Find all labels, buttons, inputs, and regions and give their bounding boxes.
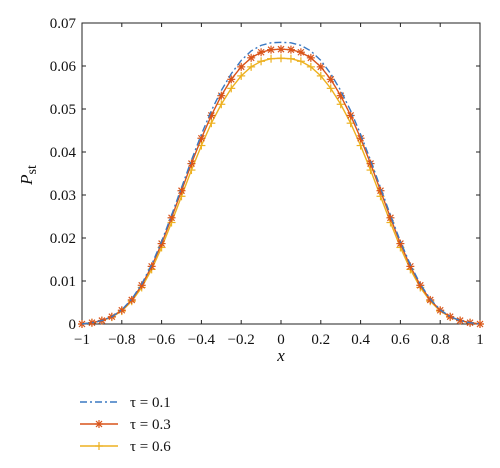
legend-label: τ = 0.3 bbox=[130, 417, 171, 433]
x-tick-label: −0.8 bbox=[108, 332, 135, 348]
series-3-point bbox=[277, 54, 285, 63]
x-tick-label: −0.6 bbox=[148, 332, 176, 348]
series-2-point bbox=[237, 62, 246, 71]
legend: τ = 0.1 τ = 0.3 τ = 0.6 bbox=[80, 395, 171, 455]
x-tick-label: 0.6 bbox=[391, 332, 410, 348]
series-2-point bbox=[267, 45, 276, 54]
legend-label: τ = 0.1 bbox=[130, 395, 171, 411]
series-2 bbox=[78, 45, 484, 328]
plot-frame bbox=[81, 22, 481, 325]
x-tick-label: 0.2 bbox=[311, 332, 330, 348]
y-axis-label-main: P bbox=[17, 174, 36, 185]
series-3-point bbox=[316, 71, 325, 80]
series-2-point bbox=[296, 48, 305, 57]
y-tick-label: 0.01 bbox=[50, 274, 76, 290]
series-2-point bbox=[286, 45, 295, 54]
series-3-point bbox=[227, 84, 236, 93]
series-3-point bbox=[336, 100, 345, 109]
axes-frame bbox=[81, 22, 481, 325]
y-tick-label: 0.06 bbox=[50, 59, 77, 75]
series-layer bbox=[78, 41, 484, 328]
x-tick-label: 1 bbox=[476, 332, 484, 348]
series-2-point bbox=[187, 159, 196, 168]
series-2-point bbox=[227, 75, 236, 84]
series-3-point bbox=[306, 62, 315, 71]
legend-entry-3: τ = 0.6 bbox=[80, 439, 171, 455]
x-tick-label: 0.4 bbox=[351, 332, 370, 348]
x-tick-label: 0 bbox=[277, 332, 285, 348]
series-3-point bbox=[267, 54, 276, 63]
x-tick-label: −1 bbox=[74, 332, 90, 348]
series-2-point bbox=[247, 53, 256, 62]
y-axis-label: Pst bbox=[17, 165, 40, 186]
series-3-point bbox=[286, 54, 295, 63]
series-2-point bbox=[207, 111, 216, 120]
x-tick-label: −0.4 bbox=[188, 332, 216, 348]
series-3-point bbox=[217, 100, 226, 109]
y-tick-label: 0.07 bbox=[50, 16, 77, 32]
legend-label: τ = 0.6 bbox=[130, 439, 171, 455]
series-2-point bbox=[147, 262, 156, 271]
series-2-point bbox=[217, 91, 226, 100]
series-2-point bbox=[277, 45, 285, 54]
series-2-point bbox=[306, 53, 315, 62]
x-tick-label: 0.8 bbox=[431, 332, 450, 348]
legend-marker bbox=[95, 442, 103, 450]
legend-marker bbox=[95, 420, 103, 428]
axis-labels: x Pst bbox=[17, 165, 285, 365]
legend-entry-1: τ = 0.1 bbox=[80, 395, 171, 411]
y-tick-label: 0 bbox=[69, 317, 77, 333]
series-2-point bbox=[446, 312, 455, 321]
series-2-point bbox=[316, 62, 325, 71]
series-2-point bbox=[127, 295, 136, 304]
series-3-point bbox=[296, 57, 305, 66]
tick-layer: −1 −0.8 −0.6 −0.4 −0.2 0 0.2 0.4 0.6 0.8 1 0 0.01 0.0… bbox=[50, 16, 484, 348]
y-tick-label: 0.05 bbox=[50, 102, 76, 118]
x-axis-label: x bbox=[276, 346, 285, 365]
series-2-point bbox=[456, 316, 465, 325]
y-tick-label: 0.03 bbox=[50, 188, 76, 204]
series-2-point bbox=[326, 75, 335, 84]
series-2-point bbox=[386, 213, 395, 222]
legend-entry-2: τ = 0.3 bbox=[80, 417, 171, 433]
series-3-point bbox=[326, 84, 335, 93]
y-tick-label: 0.02 bbox=[50, 231, 76, 247]
y-axis-label-subscript: st bbox=[25, 165, 40, 174]
series-1-line bbox=[81, 41, 481, 325]
series-3-point bbox=[237, 71, 246, 80]
series-3-point bbox=[257, 57, 266, 66]
x-tick-label: −0.2 bbox=[228, 332, 255, 348]
series-2-point bbox=[257, 48, 266, 57]
series-2-point bbox=[157, 239, 166, 248]
y-tick-label: 0.04 bbox=[50, 145, 77, 161]
series-3 bbox=[78, 54, 484, 328]
series-2-point bbox=[346, 111, 355, 120]
series-3-point bbox=[247, 62, 256, 71]
series-2-point bbox=[177, 186, 186, 195]
series-1 bbox=[81, 41, 481, 325]
